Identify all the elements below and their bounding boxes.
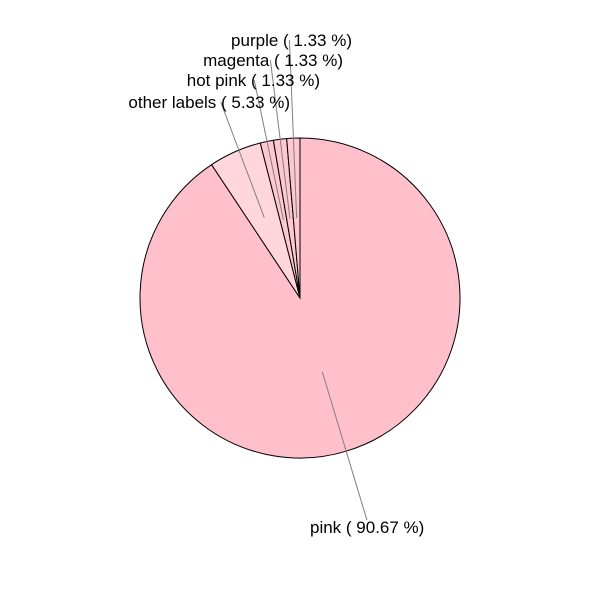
slice-label-other-labels: other labels ( 5.33 %): [128, 93, 290, 112]
slice-label-hot-pink: hot pink ( 1.33 %): [187, 71, 320, 90]
leader-line-pink: [321, 371, 368, 521]
slice-label-pink: pink ( 90.67 %): [310, 518, 424, 537]
slice-label-magenta: magenta ( 1.33 %): [203, 51, 343, 70]
leader-line-other-labels: [220, 101, 265, 218]
leader-line-purple: [288, 39, 298, 219]
slice-label-purple: purple ( 1.33 %): [231, 31, 352, 50]
leader-line-hot-pink: [253, 79, 284, 220]
slice-labels: pink ( 90.67 %) other labels ( 5.33 %) hot…: [128, 31, 424, 537]
pie-slices: [139, 137, 461, 459]
leader-line-magenta: [269, 59, 291, 219]
leader-lines: [220, 39, 368, 521]
